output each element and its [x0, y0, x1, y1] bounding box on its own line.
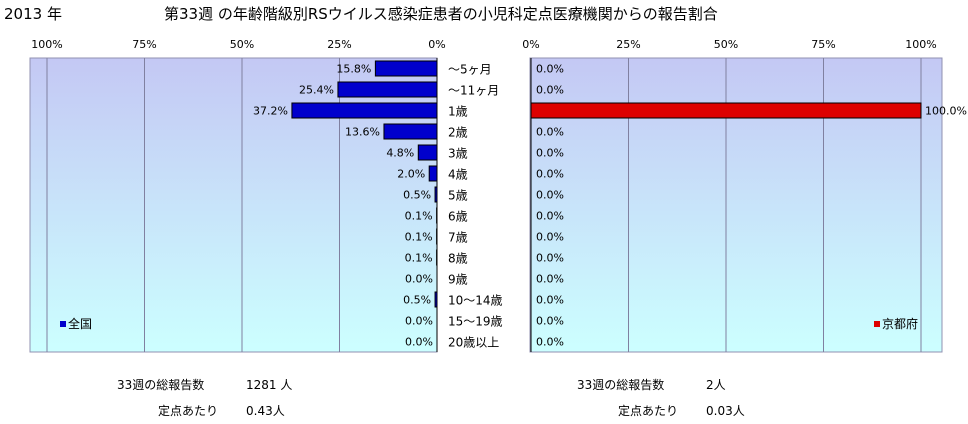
national-legend-marker: [60, 321, 66, 327]
national-tick-label: 0%: [428, 38, 445, 51]
kyoto-data-label: 0.0%: [536, 210, 564, 223]
kyoto-legend-label: 京都府: [882, 316, 918, 331]
kyoto-tick-label: 100%: [905, 38, 936, 51]
national-data-label: 4.8%: [386, 147, 414, 160]
age-category-label: 5歳: [448, 189, 468, 203]
national-data-label: 0.1%: [405, 231, 433, 244]
kyoto-total-label: 33週の総報告数: [577, 378, 665, 392]
national-bar: [337, 81, 438, 98]
national-plot-area: [29, 57, 438, 353]
national-legend-label: 全国: [68, 316, 92, 331]
age-category-label: 9歳: [448, 273, 468, 287]
national-data-label: 25.4%: [299, 84, 334, 97]
age-category-label: 6歳: [448, 210, 468, 224]
kyoto-data-label: 0.0%: [536, 168, 564, 181]
national-bar: [417, 144, 438, 161]
kyoto-total-value: 2人: [706, 378, 726, 392]
kyoto-data-label: 0.0%: [536, 336, 564, 349]
kyoto-data-label: 0.0%: [536, 273, 564, 286]
national-data-label: 0.1%: [405, 210, 433, 223]
national-total-label: 33週の総報告数: [117, 378, 205, 392]
national-data-label: 2.0%: [397, 168, 425, 181]
national-data-label: 37.2%: [253, 105, 288, 118]
kyoto-per-site-value: 0.03人: [706, 404, 745, 418]
age-category-label: 1歳: [448, 105, 468, 119]
age-category-label: 3歳: [448, 147, 468, 161]
national-data-label: 13.6%: [345, 126, 380, 139]
national-tick-label: 50%: [230, 38, 254, 51]
kyoto-data-label: 0.0%: [536, 231, 564, 244]
national-data-label: 15.8%: [336, 63, 371, 76]
year-label: 2013 年: [4, 5, 62, 23]
kyoto-data-label: 0.0%: [536, 189, 564, 202]
kyoto-tick-label: 75%: [811, 38, 835, 51]
kyoto-data-label: 0.0%: [536, 126, 564, 139]
national-per-site-value: 0.43人: [246, 404, 285, 418]
kyoto-data-label: 100.0%: [925, 105, 967, 118]
national-bar: [434, 186, 438, 203]
national-tick-label: 100%: [31, 38, 62, 51]
kyoto-plot-area: [529, 57, 943, 353]
kyoto-tick-label: 50%: [714, 38, 738, 51]
kyoto-data-label: 0.0%: [536, 147, 564, 160]
national-tick-label: 25%: [327, 38, 351, 51]
national-total-value: 1281 人: [246, 378, 293, 392]
national-bar: [383, 123, 438, 140]
national-data-label: 0.0%: [405, 273, 433, 286]
age-category-label: 20歳以上: [448, 336, 499, 350]
kyoto-data-label: 0.0%: [536, 315, 564, 328]
national-bar: [291, 102, 438, 119]
age-category-label: 2歳: [448, 126, 468, 140]
national-data-label: 0.5%: [403, 294, 431, 307]
national-data-label: 0.5%: [403, 189, 431, 202]
kyoto-tick-label: 25%: [616, 38, 640, 51]
national-bar: [434, 291, 438, 308]
national-data-label: 0.1%: [405, 252, 433, 265]
age-category-label: ～5ヶ月: [448, 63, 492, 77]
kyoto-data-label: 0.0%: [536, 63, 564, 76]
kyoto-per-site-label: 定点あたり: [618, 404, 679, 418]
national-bar: [428, 165, 438, 182]
age-category-label: 15～19歳: [448, 315, 503, 329]
age-category-label: 7歳: [448, 231, 468, 245]
chart-title: 第33週 の年齢階級別RSウイルス感染症患者の小児科定点医療機関からの報告割合: [164, 5, 718, 23]
national-per-site-label: 定点あたり: [158, 404, 219, 418]
age-category-label: 8歳: [448, 252, 468, 266]
national-data-label: 0.0%: [405, 315, 433, 328]
age-category-label: 4歳: [448, 168, 468, 182]
national-data-label: 0.0%: [405, 336, 433, 349]
kyoto-tick-label: 0%: [522, 38, 539, 51]
kyoto-data-label: 0.0%: [536, 294, 564, 307]
age-category-label: 10～14歳: [448, 294, 503, 308]
kyoto-legend-marker: [874, 321, 880, 327]
kyoto-data-label: 0.0%: [536, 252, 564, 265]
national-bar: [374, 60, 438, 77]
age-category-label: ～11ヶ月: [448, 84, 499, 98]
national-tick-label: 75%: [132, 38, 156, 51]
kyoto-bar: [530, 102, 922, 119]
kyoto-data-label: 0.0%: [536, 84, 564, 97]
